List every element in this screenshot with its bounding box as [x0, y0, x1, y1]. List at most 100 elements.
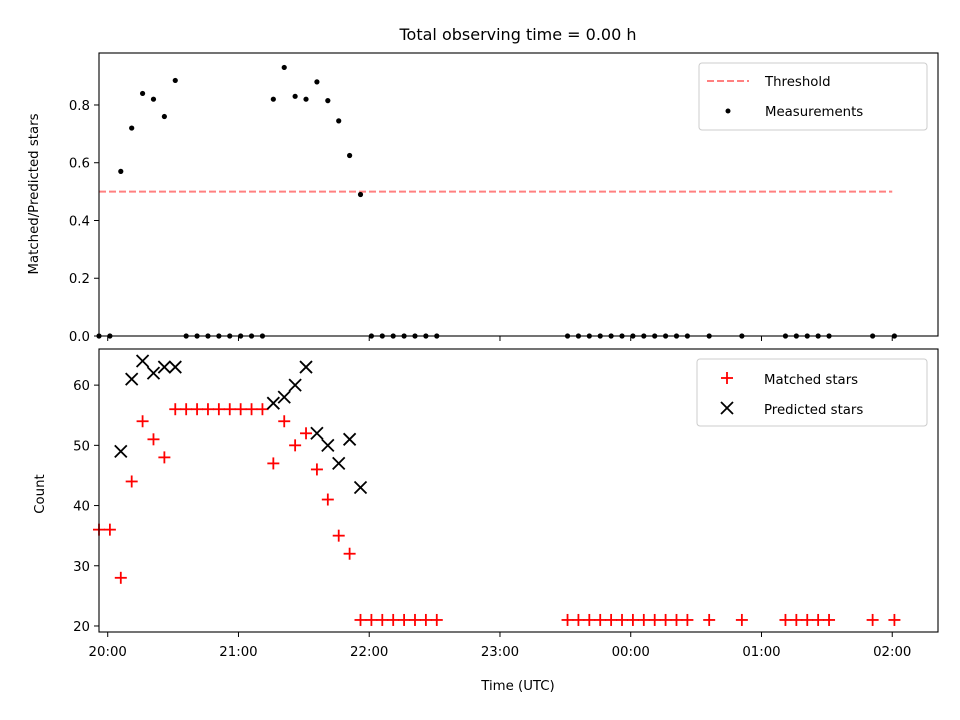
matched-star-point: [212, 403, 225, 416]
matched-star-point: [888, 613, 901, 626]
matched-star-point: [125, 475, 138, 488]
measurement-point: [357, 191, 364, 198]
matched-star-point: [234, 403, 247, 416]
matched-star-point: [703, 613, 716, 626]
predicted-star-point: [266, 396, 280, 410]
matched-legend-swatch: [721, 372, 733, 384]
matched-star-point: [670, 613, 683, 626]
matched-star-point: [408, 613, 421, 626]
y-tick-label: 0.8: [69, 99, 90, 114]
predicted-star-point: [310, 426, 324, 440]
matched-star-point: [572, 613, 585, 626]
matched-star-point: [191, 403, 204, 416]
y-tick-label: 0.6: [69, 157, 90, 172]
matched-star-point: [147, 433, 160, 446]
chart-title: Total observing time = 0.00 h: [398, 25, 636, 44]
matched-star-point: [289, 439, 302, 452]
matched-star-point: [332, 529, 345, 542]
x-tick-label: 22:00: [350, 645, 388, 660]
measurements-legend-swatch: [725, 108, 731, 114]
predicted-star-point: [332, 456, 346, 471]
measurement-point: [139, 90, 146, 97]
matched-star-point: [823, 613, 836, 626]
matched-star-point: [866, 613, 879, 626]
measurement-point: [172, 77, 178, 84]
matched-star-point: [659, 613, 672, 626]
y-tick-label: 0.2: [69, 272, 90, 287]
matched-star-point: [605, 613, 618, 626]
measurement-point: [314, 79, 320, 85]
measurement-point: [129, 125, 135, 131]
matched-star-point: [681, 613, 694, 626]
matched-star-point: [180, 403, 193, 416]
measurement-point: [281, 64, 287, 71]
matched-star-point: [616, 613, 629, 626]
y-tick-label: 30: [73, 560, 90, 575]
matched-star-point: [398, 613, 411, 626]
y-tick-label: 0.4: [69, 214, 90, 229]
measurement-point: [325, 98, 331, 104]
top-panel: 0.00.20.40.60.8 Matched/Predicted stars …: [27, 52, 939, 345]
predicted-stars-series: [114, 354, 368, 495]
matched-star-point: [223, 403, 236, 416]
bottom-y-axis-ticks: 20 30 40 50 60: [73, 379, 99, 635]
measurement-point: [292, 93, 298, 99]
measurements-legend-label: Measurements: [765, 105, 863, 120]
matched-star-point: [201, 403, 214, 416]
measurement-point: [150, 96, 157, 102]
matched-star-point: [114, 571, 127, 584]
x-tick-label: 23:00: [481, 645, 519, 660]
matched-star-point: [256, 403, 269, 416]
predicted-star-point: [114, 444, 128, 458]
matched-star-point: [812, 613, 825, 626]
predicted-legend-swatch: [720, 401, 734, 415]
predicted-star-point: [353, 480, 368, 495]
bottom-y-axis-label: Count: [33, 474, 48, 514]
matched-star-point: [267, 457, 280, 470]
x-axis-label: Time (UTC): [480, 679, 555, 694]
predicted-star-point: [125, 372, 139, 386]
matched-star-point: [735, 613, 748, 626]
top-y-axis-label: Matched/Predicted stars: [27, 113, 42, 274]
matched-star-point: [300, 427, 313, 440]
matched-star-point: [648, 613, 661, 626]
bottom-panel: 20 30 40 50 60 20:00 21:00 22:00 23:00 00:00 01:0…: [33, 348, 939, 694]
x-tick-label: 00:00: [612, 645, 650, 660]
predicted-star-point: [146, 366, 161, 380]
measurement-point: [336, 118, 342, 124]
matched-star-point: [637, 613, 650, 626]
predicted-star-point: [299, 360, 313, 374]
matched-star-point: [310, 463, 323, 476]
matched-star-point: [245, 403, 258, 416]
matched-star-point: [343, 547, 356, 560]
predicted-star-point: [321, 438, 335, 452]
measurement-point: [161, 113, 167, 120]
measurement-point: [118, 168, 124, 174]
matched-star-point: [790, 613, 803, 626]
threshold-legend-label: Threshold: [764, 75, 831, 90]
matched-star-point: [278, 415, 291, 428]
matched-star-point: [583, 613, 596, 626]
measurement-point: [270, 96, 276, 102]
matched-star-point: [376, 613, 389, 626]
y-tick-label: 50: [73, 439, 90, 454]
bottom-legend-box: [696, 358, 928, 427]
matched-star-point: [169, 403, 182, 416]
matched-star-point: [158, 451, 171, 464]
y-tick-label: 60: [73, 379, 90, 394]
top-legend: Threshold Measurements: [698, 62, 928, 131]
x-tick-label: 21:00: [219, 645, 257, 660]
matched-star-point: [430, 613, 443, 626]
matched-legend-label: Matched stars: [764, 373, 858, 388]
predicted-star-point: [157, 360, 172, 374]
predicted-star-point: [168, 360, 182, 374]
matched-star-point: [321, 493, 334, 506]
measurement-point: [347, 152, 353, 159]
matched-star-point: [419, 613, 432, 626]
y-tick-label: 0.0: [69, 330, 90, 345]
matched-star-point: [779, 613, 792, 626]
bottom-axes-frame: [98, 348, 939, 633]
matched-star-point: [103, 523, 116, 536]
matched-star-point: [626, 613, 639, 626]
predicted-legend-label: Predicted stars: [764, 403, 863, 418]
